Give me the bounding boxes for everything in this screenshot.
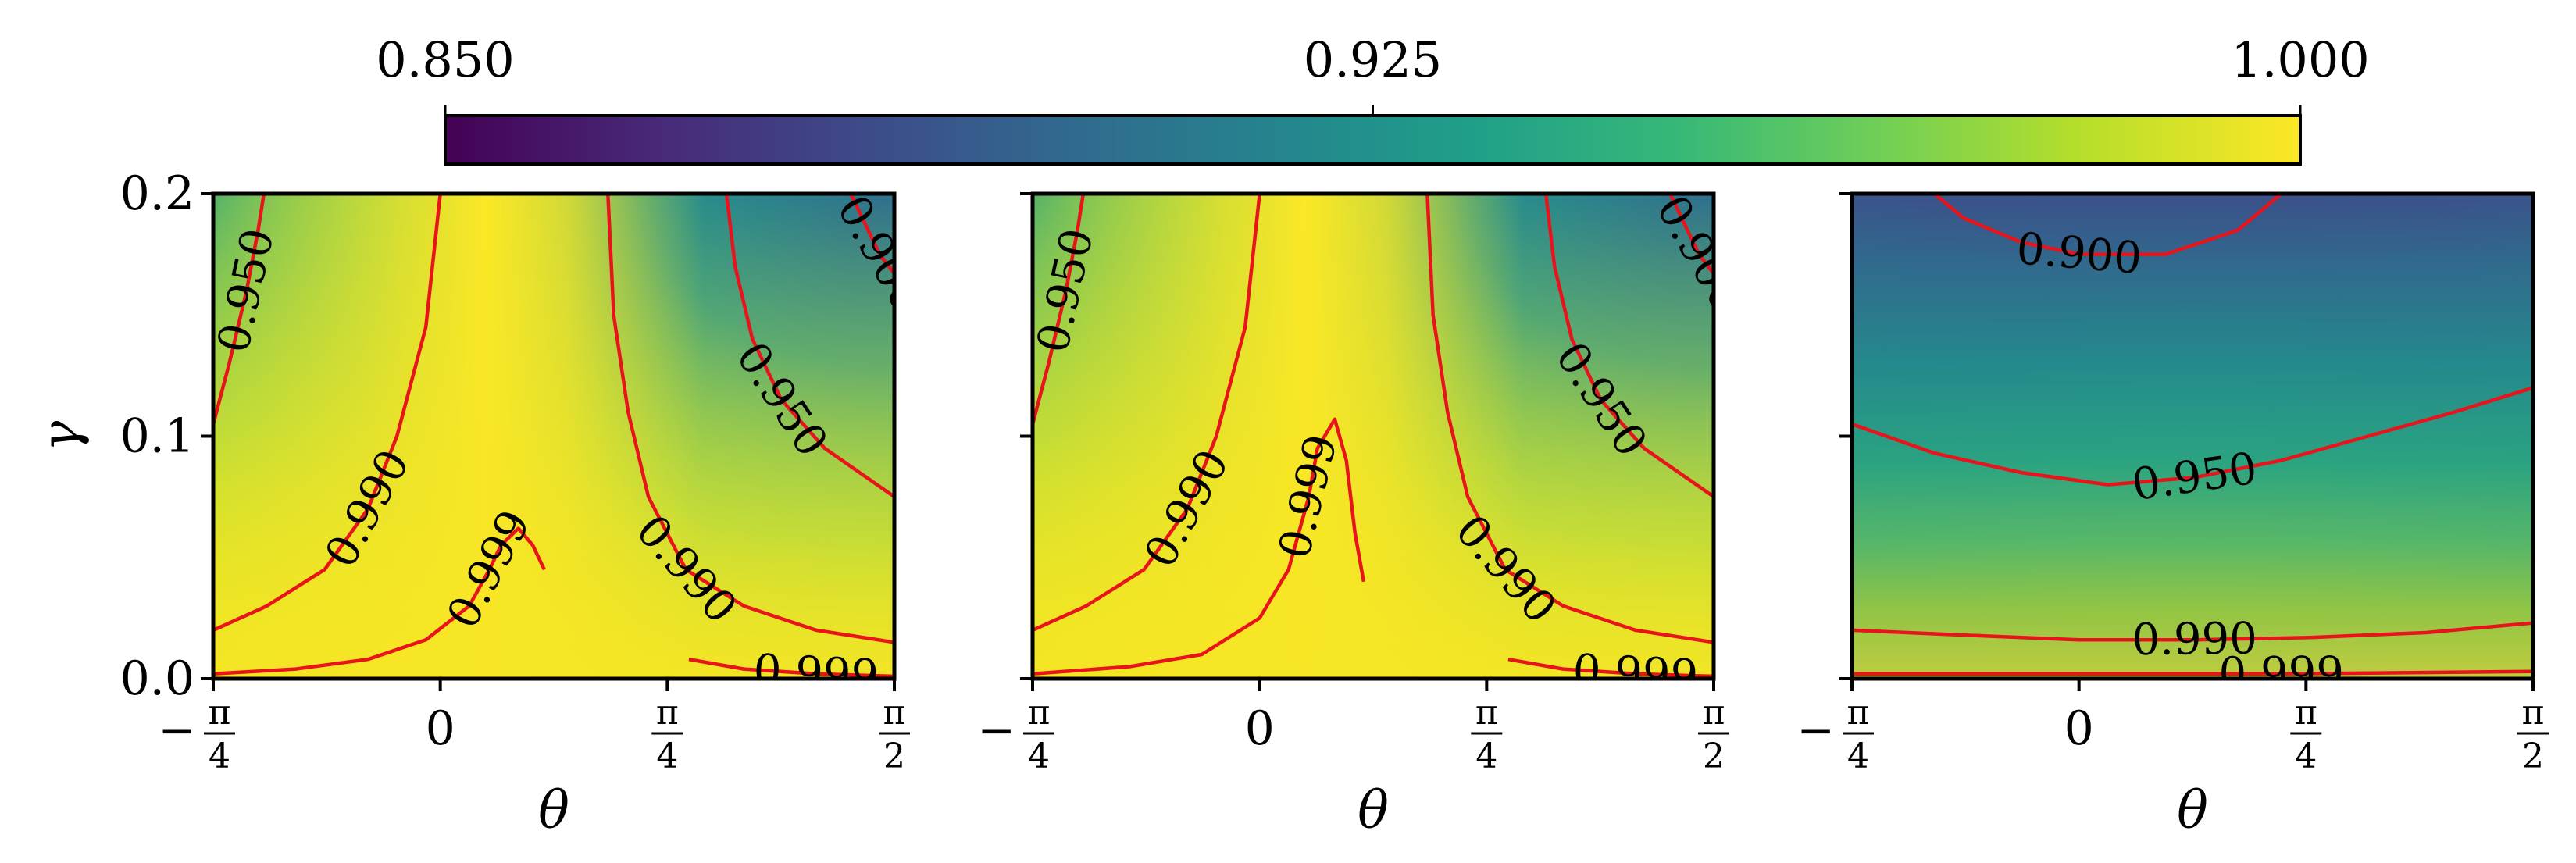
contour-line bbox=[724, 194, 894, 498]
contour-line bbox=[1852, 669, 2533, 676]
colorbar-tick-label: 0.925 bbox=[1304, 31, 1443, 88]
x-tick-numerator: π bbox=[883, 693, 906, 733]
x-tick-numerator: π bbox=[1475, 693, 1498, 733]
contour-line bbox=[1425, 194, 1714, 644]
x-tick-label: π4 bbox=[2290, 693, 2322, 776]
x-tick-label: 0 bbox=[2064, 701, 2094, 756]
x-tick-label: π4 bbox=[651, 693, 683, 776]
x-tick-label: π2 bbox=[2517, 693, 2549, 776]
x-tick-denominator: 2 bbox=[883, 736, 905, 776]
x-tick-label: π2 bbox=[1698, 693, 1729, 776]
x-tick-denominator: 2 bbox=[1703, 736, 1725, 776]
x-tick-denominator: 4 bbox=[1847, 736, 1869, 776]
x-tick-denominator: 4 bbox=[656, 736, 678, 776]
contour-line bbox=[606, 194, 894, 644]
y-axis-label: γ bbox=[30, 420, 91, 451]
contour-line bbox=[688, 657, 894, 679]
colorbar-bar bbox=[444, 114, 2302, 166]
contour-line bbox=[849, 194, 894, 275]
contour-label-text: 0.999 bbox=[2218, 647, 2344, 699]
x-tick-numerator: π bbox=[1028, 693, 1051, 733]
contour-label: 0.900 bbox=[2014, 223, 2143, 284]
contour-line bbox=[1507, 657, 1714, 679]
x-tick-label: − π4 bbox=[158, 693, 235, 776]
x-tick-numerator: π bbox=[1847, 693, 1870, 733]
x-tick-sign: − bbox=[1796, 704, 1835, 757]
contour-label: 0.999 bbox=[2218, 647, 2344, 699]
x-tick-text: 0 bbox=[426, 701, 455, 756]
x-axis-label: θ bbox=[2177, 780, 2208, 840]
contour-line bbox=[1543, 194, 1714, 498]
x-tick-numerator: π bbox=[2522, 693, 2545, 733]
colorbar-ticks: 0.850 0.925 1.000 bbox=[376, 31, 2370, 116]
x-tick-numerator: π bbox=[1703, 693, 1725, 733]
contour-line bbox=[1852, 386, 2533, 487]
x-tick-numerator: π bbox=[2295, 693, 2317, 733]
x-tick-label: − π4 bbox=[977, 693, 1054, 776]
x-tick-text: 0 bbox=[1245, 701, 1275, 756]
x-tick-sign: − bbox=[158, 704, 196, 757]
contour-line bbox=[1852, 621, 2533, 642]
contour-line bbox=[213, 194, 266, 425]
x-tick-label: − π4 bbox=[1796, 693, 1874, 776]
contour-label-text: 0.900 bbox=[2014, 223, 2143, 284]
contour-line bbox=[213, 526, 546, 676]
x-tick-denominator: 4 bbox=[209, 736, 230, 776]
contour-label-text: 0.999 bbox=[752, 645, 879, 702]
contour-label-text: 0.999 bbox=[1572, 645, 1699, 702]
x-tick-denominator: 4 bbox=[2295, 736, 2317, 776]
colorbar: 0.850 0.925 1.000 bbox=[376, 31, 2370, 166]
colorbar-tick-label: 0.850 bbox=[376, 31, 515, 88]
contour-line bbox=[1033, 417, 1366, 676]
y-tick-label: 0.0 bbox=[120, 651, 194, 706]
x-tick-text: 0 bbox=[2064, 701, 2094, 756]
x-tick-numerator: π bbox=[209, 693, 231, 733]
x-tick-label: 0 bbox=[1245, 701, 1275, 756]
contour-label: 0.990 bbox=[2132, 613, 2257, 665]
x-tick-label: π4 bbox=[1471, 693, 1503, 776]
contour-line bbox=[1933, 194, 2283, 256]
contour-line bbox=[213, 194, 442, 632]
x-axis-label: θ bbox=[1358, 780, 1389, 840]
x-tick-label: π2 bbox=[879, 693, 910, 776]
colorbar-tick-label: 1.000 bbox=[2231, 31, 2370, 88]
x-tick-sign: − bbox=[977, 704, 1015, 757]
contour-line bbox=[1668, 194, 1714, 275]
y-tick-label: 0.1 bbox=[120, 409, 194, 464]
x-tick-denominator: 4 bbox=[1475, 736, 1497, 776]
contour-label: 0.999 bbox=[1572, 645, 1699, 702]
contour-line bbox=[1033, 194, 1261, 632]
x-tick-label: 0 bbox=[426, 701, 455, 756]
contour-label: 0.999 bbox=[752, 645, 879, 702]
contour-label-text: 0.990 bbox=[2132, 613, 2257, 665]
x-axis-label: θ bbox=[538, 780, 569, 840]
contour-line bbox=[1033, 194, 1086, 425]
x-tick-numerator: π bbox=[656, 693, 679, 733]
y-tick-label: 0.2 bbox=[120, 166, 194, 221]
x-tick-denominator: 4 bbox=[1028, 736, 1050, 776]
x-tick-denominator: 2 bbox=[2522, 736, 2544, 776]
